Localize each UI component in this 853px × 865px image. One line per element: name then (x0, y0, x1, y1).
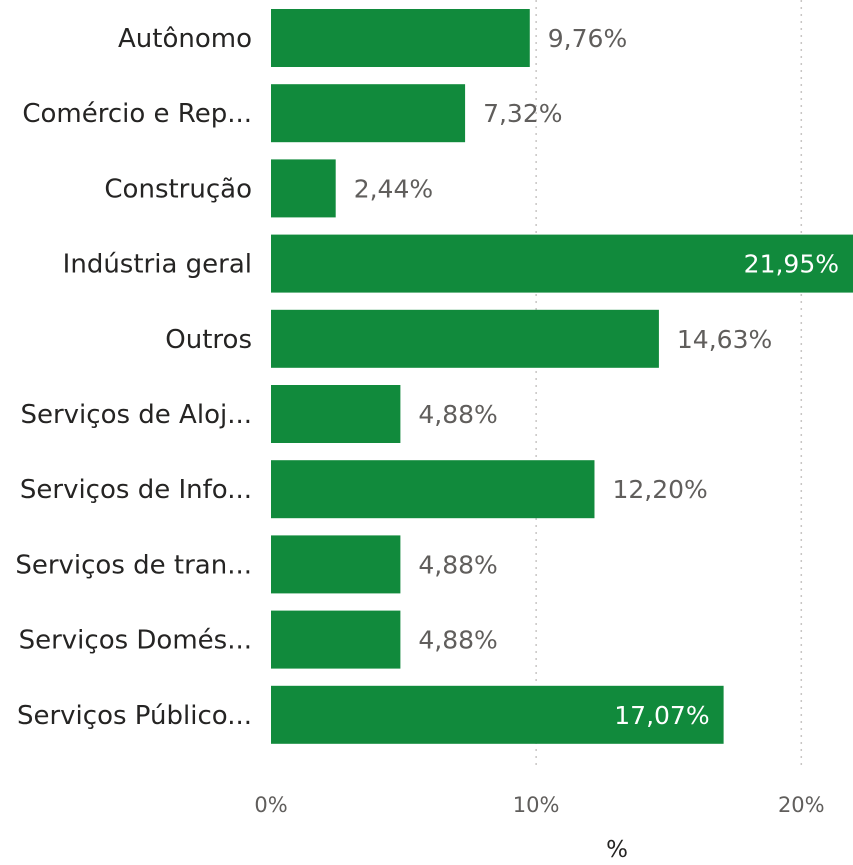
data-label: 7,32% (483, 99, 562, 128)
x-tick-label: 20% (778, 793, 825, 817)
category-label: Serviços de Info... (20, 475, 252, 505)
data-label: 9,76% (548, 24, 627, 53)
category-label: Serviços de Aloj... (20, 400, 252, 430)
data-label: 17,07% (614, 701, 709, 730)
category-label: Construção (104, 174, 252, 204)
bars (271, 9, 853, 744)
gridlines (535, 0, 803, 765)
data-label: 2,44% (354, 174, 433, 203)
category-labels: Autônomo Comércio e Rep... Construção Indús… (15, 24, 252, 731)
bar[interactable] (271, 9, 530, 67)
data-label: 14,63% (677, 325, 772, 354)
data-label: 4,88% (418, 550, 497, 579)
data-label: 4,88% (418, 626, 497, 655)
bar[interactable] (271, 309, 659, 368)
x-tick-label: 10% (513, 793, 560, 817)
bar[interactable] (271, 234, 853, 293)
bar[interactable] (271, 159, 336, 218)
category-label: Autônomo (118, 24, 252, 54)
category-label: Outros (165, 325, 252, 355)
bar[interactable] (271, 84, 466, 143)
bar[interactable] (271, 610, 401, 669)
bar[interactable] (271, 535, 401, 594)
x-axis-title: % (606, 837, 628, 863)
category-label: Serviços Público... (17, 701, 252, 731)
bar[interactable] (271, 685, 724, 744)
bar[interactable] (271, 385, 401, 443)
category-label: Serviços de tran... (15, 550, 252, 580)
category-label: Indústria geral (63, 250, 252, 280)
data-label: 4,88% (418, 400, 497, 429)
data-label: 21,95% (744, 250, 839, 279)
data-label: 12,20% (612, 475, 707, 504)
bar[interactable] (271, 460, 595, 519)
category-label: Comércio e Rep... (22, 99, 252, 129)
x-tick-labels: 0% 10% 20% (254, 793, 824, 817)
data-labels: 9,76% 7,32% 2,44% 21,95% 14,63% 4,88% 12,20% 4,… (354, 24, 839, 730)
x-tick-label: 0% (254, 793, 287, 817)
category-label: Serviços Domés... (19, 626, 252, 656)
